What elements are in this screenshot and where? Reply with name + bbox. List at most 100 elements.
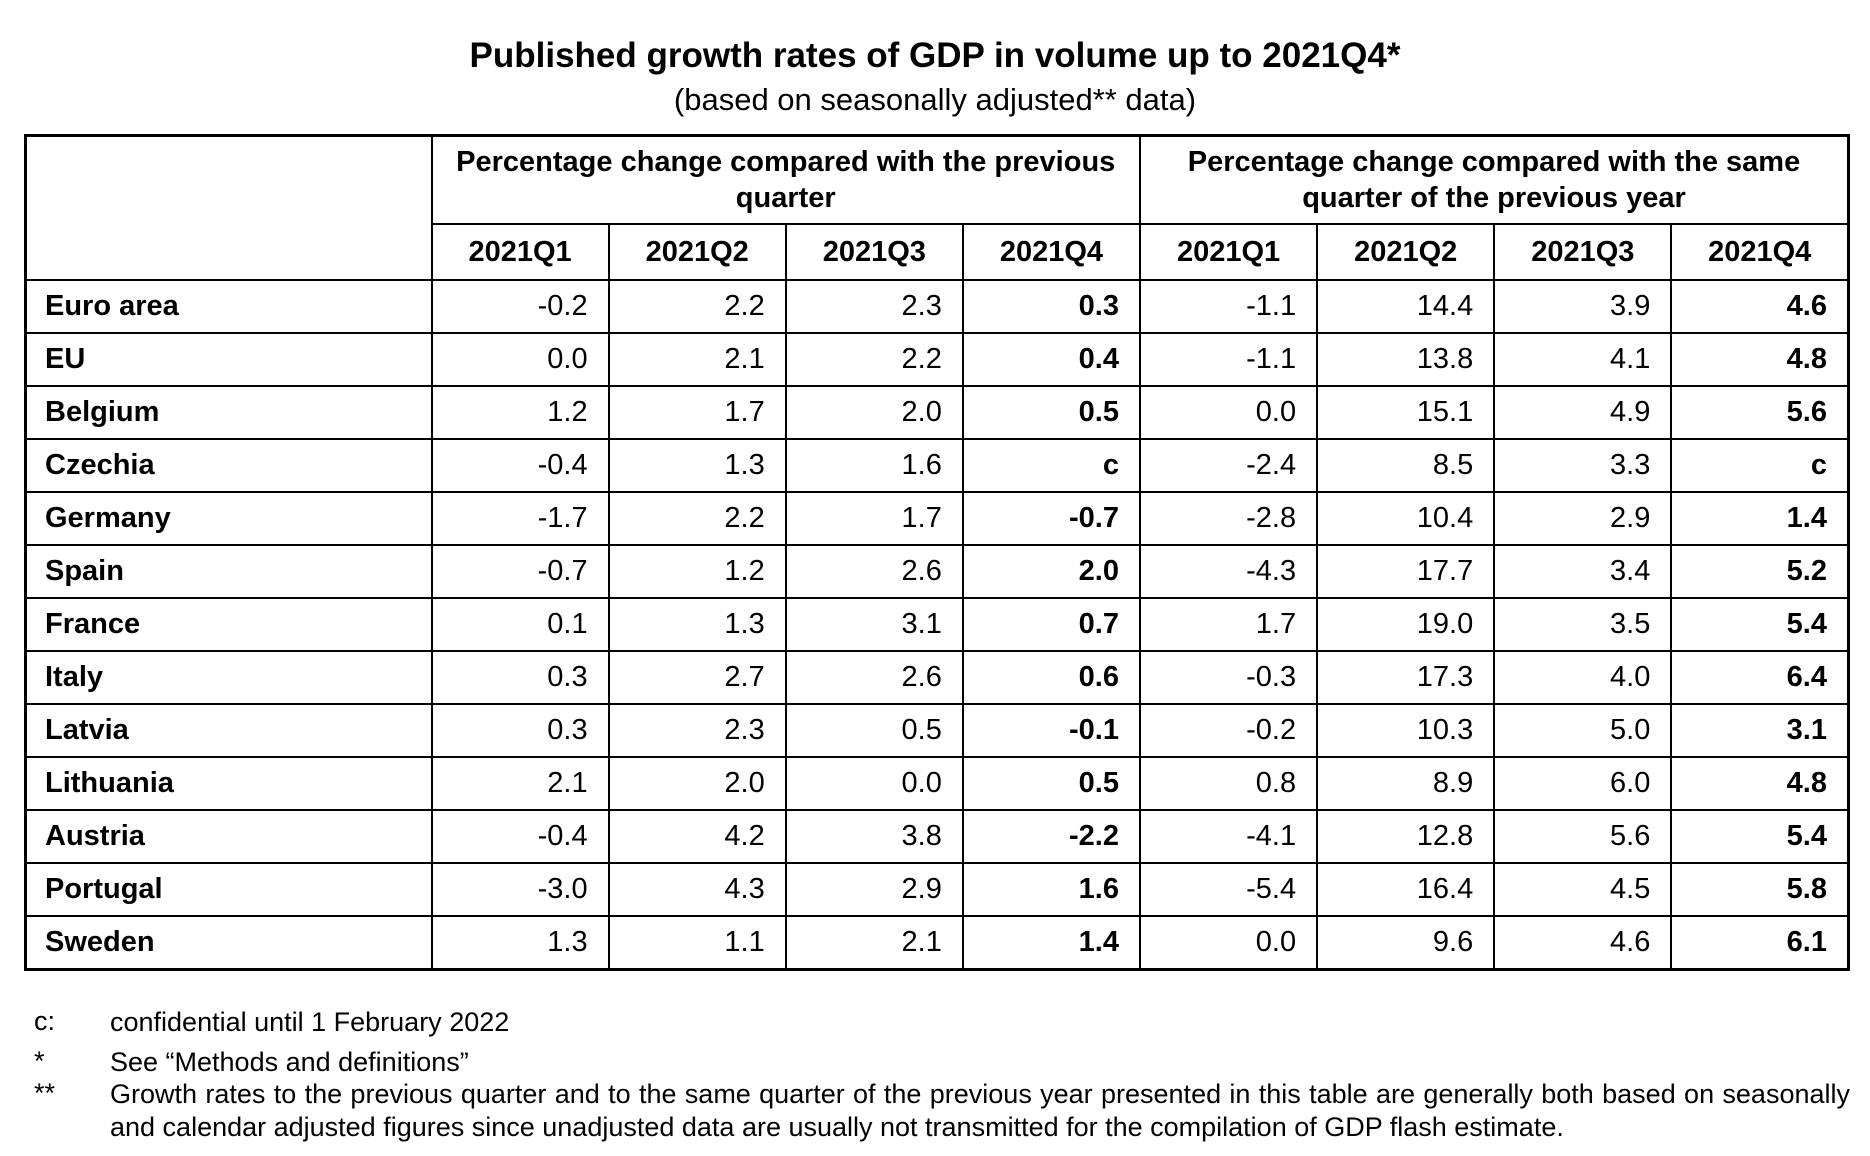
cell: 3.4 bbox=[1493, 544, 1673, 599]
table-row: Lithuania 2.1 2.0 0.0 0.5 0.8 8.9 6.0 4.8 bbox=[24, 756, 1850, 811]
cell: 4.3 bbox=[607, 862, 787, 917]
row-label: Euro area bbox=[24, 279, 433, 334]
cell: 6.1 bbox=[1670, 915, 1850, 971]
cell: 2.2 bbox=[607, 491, 787, 546]
footnote-marker: c: bbox=[34, 1006, 56, 1036]
cell: 2.6 bbox=[784, 650, 964, 705]
corner-cell bbox=[24, 134, 433, 281]
cell: 2.0 bbox=[607, 756, 787, 811]
cell: 5.4 bbox=[1670, 597, 1850, 652]
table-row: Czechia -0.4 1.3 1.6 c -2.4 8.5 3.3 c bbox=[24, 438, 1850, 493]
cell: 0.0 bbox=[430, 332, 610, 387]
group-header: Percentage change compared with the same… bbox=[1139, 134, 1850, 225]
cell: 4.8 bbox=[1670, 756, 1850, 811]
cell: 4.6 bbox=[1493, 915, 1673, 971]
cell: 19.0 bbox=[1316, 597, 1496, 652]
cell: 12.8 bbox=[1316, 809, 1496, 864]
footnote-text: confidential until 1 February 2022 bbox=[110, 1007, 510, 1037]
title: Published growth rates of GDP in volume … bbox=[469, 36, 1401, 75]
cell: c bbox=[1670, 438, 1850, 493]
cell: 17.7 bbox=[1316, 544, 1496, 599]
table-row: Germany -1.7 2.2 1.7 -0.7 -2.8 10.4 2.9 1.4 bbox=[24, 491, 1850, 546]
footnote-text: Growth rates to the previous quarter and… bbox=[110, 1079, 1850, 1142]
cell: 5.2 bbox=[1670, 544, 1850, 599]
cell: 1.3 bbox=[607, 597, 787, 652]
cell: 0.8 bbox=[1138, 756, 1319, 811]
cell: 5.6 bbox=[1670, 385, 1850, 440]
cell: 8.9 bbox=[1316, 756, 1496, 811]
column-header: 2021Q4 bbox=[1670, 223, 1850, 281]
cell: 5.6 bbox=[1493, 809, 1673, 864]
cell: -4.3 bbox=[1138, 544, 1319, 599]
column-header: 2021Q4 bbox=[961, 223, 1142, 281]
cell: 9.6 bbox=[1316, 915, 1496, 971]
table-row: Belgium 1.2 1.7 2.0 0.5 0.0 15.1 4.9 5.6 bbox=[24, 385, 1850, 440]
footnote: c: confidential until 1 February 2022 bbox=[34, 1006, 1850, 1039]
cell: 4.1 bbox=[1493, 332, 1673, 387]
cell: 5.0 bbox=[1493, 703, 1673, 758]
cell: -0.2 bbox=[1138, 703, 1319, 758]
cell: -0.4 bbox=[430, 809, 610, 864]
cell: -2.4 bbox=[1138, 438, 1319, 493]
cell: -0.4 bbox=[430, 438, 610, 493]
cell: -2.8 bbox=[1138, 491, 1319, 546]
cell: 4.5 bbox=[1493, 862, 1673, 917]
table-row: France 0.1 1.3 3.1 0.7 1.7 19.0 3.5 5.4 bbox=[24, 597, 1850, 652]
cell: 1.7 bbox=[784, 491, 964, 546]
cell: 13.8 bbox=[1316, 332, 1496, 387]
footnote-marker: * bbox=[34, 1046, 45, 1076]
cell: -5.4 bbox=[1138, 862, 1319, 917]
cell: 3.3 bbox=[1493, 438, 1673, 493]
cell: 2.0 bbox=[961, 544, 1142, 599]
footnote: * See “Methods and definitions” bbox=[34, 1046, 1850, 1079]
cell: 2.0 bbox=[784, 385, 964, 440]
cell: 17.3 bbox=[1316, 650, 1496, 705]
cell: 0.5 bbox=[961, 756, 1142, 811]
cell: -0.7 bbox=[961, 491, 1142, 546]
row-label: Italy bbox=[24, 650, 433, 705]
cell: 2.1 bbox=[784, 915, 964, 971]
table-row: Euro area -0.2 2.2 2.3 0.3 -1.1 14.4 3.9 4.6 bbox=[24, 279, 1850, 334]
cell: -1.1 bbox=[1138, 332, 1319, 387]
cell: -0.3 bbox=[1138, 650, 1319, 705]
cell: 10.4 bbox=[1316, 491, 1496, 546]
row-label: Belgium bbox=[24, 385, 433, 440]
column-header: 2021Q3 bbox=[784, 223, 964, 281]
cell: 2.9 bbox=[1493, 491, 1673, 546]
row-label: Austria bbox=[24, 809, 433, 864]
cell: 2.2 bbox=[607, 279, 787, 334]
table-row: Spain -0.7 1.2 2.6 2.0 -4.3 17.7 3.4 5.2 bbox=[24, 544, 1850, 599]
group-header: Percentage change compared with the prev… bbox=[430, 134, 1141, 225]
cell: 3.9 bbox=[1493, 279, 1673, 334]
cell: 0.5 bbox=[784, 703, 964, 758]
table-row: Italy 0.3 2.7 2.6 0.6 -0.3 17.3 4.0 6.4 bbox=[24, 650, 1850, 705]
table-row: Sweden 1.3 1.1 2.1 1.4 0.0 9.6 4.6 6.1 bbox=[24, 915, 1850, 971]
row-label: Portugal bbox=[24, 862, 433, 917]
cell: 3.1 bbox=[784, 597, 964, 652]
cell: 0.5 bbox=[961, 385, 1142, 440]
cell: 2.1 bbox=[607, 332, 787, 387]
cell: 10.3 bbox=[1316, 703, 1496, 758]
footnote: ** Growth rates to the previous quarter a… bbox=[34, 1078, 1850, 1144]
cell: 1.4 bbox=[1670, 491, 1850, 546]
cell: 15.1 bbox=[1316, 385, 1496, 440]
row-label: EU bbox=[24, 332, 433, 387]
table-row: EU 0.0 2.1 2.2 0.4 -1.1 13.8 4.1 4.8 bbox=[24, 332, 1850, 387]
cell: 0.3 bbox=[430, 703, 610, 758]
cell: -0.1 bbox=[961, 703, 1142, 758]
cell: 4.2 bbox=[607, 809, 787, 864]
cell: 1.3 bbox=[430, 915, 610, 971]
cell: 0.3 bbox=[430, 650, 610, 705]
cell: 1.4 bbox=[961, 915, 1142, 971]
cell: 6.0 bbox=[1493, 756, 1673, 811]
cell: 0.3 bbox=[961, 279, 1142, 334]
cell: 5.8 bbox=[1670, 862, 1850, 917]
row-label: France bbox=[24, 597, 433, 652]
column-header: 2021Q2 bbox=[607, 223, 787, 281]
cell: 1.3 bbox=[607, 438, 787, 493]
cell: 2.6 bbox=[784, 544, 964, 599]
footnote-text: See “Methods and definitions” bbox=[110, 1047, 469, 1077]
cell: 3.5 bbox=[1493, 597, 1673, 652]
row-label: Spain bbox=[24, 544, 433, 599]
